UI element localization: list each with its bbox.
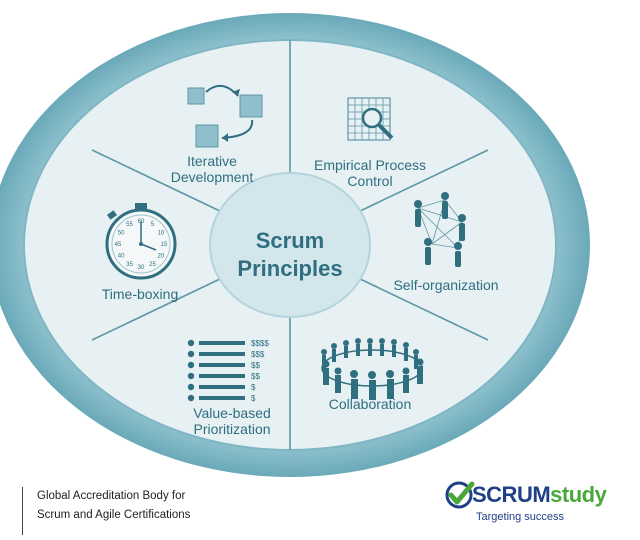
stopwatch-number: 25	[149, 262, 156, 268]
value-label-3: $$	[251, 361, 260, 370]
segment-label-empirical-line1: Empirical Process	[314, 157, 426, 173]
stopwatch-number: 45	[115, 242, 122, 248]
brand-name-part2: study	[550, 482, 607, 507]
magnifier-grid-icon	[347, 97, 394, 141]
iterative-cycle-icon	[187, 85, 263, 148]
stopwatch-number: 20	[158, 254, 165, 260]
scrum-principles-diagram: Scrum Principles Iterative Development E…	[0, 13, 590, 477]
brand-name: SCRUMstudy	[472, 482, 607, 508]
checkmark-icon	[445, 481, 475, 509]
priority-list-icon: $$$$ $$$ $$ $$ $ $	[187, 339, 269, 403]
segment-label-iterative-line1: Iterative	[187, 153, 237, 169]
stopwatch-number: 5	[151, 222, 155, 228]
stopwatch-number: 15	[161, 242, 168, 248]
brand-name-part1: SCRUM	[472, 482, 551, 507]
segment-label-timeboxing: Time-boxing	[102, 286, 179, 302]
center-title-line2: Principles	[237, 256, 342, 281]
stopwatch-number: 35	[126, 262, 133, 268]
footer-line2: Scrum and Agile Certifications	[37, 509, 191, 521]
segment-label-value-line1: Value-based	[193, 405, 271, 421]
network-people-icon	[414, 192, 466, 267]
value-label-4: $$	[251, 372, 260, 381]
stopwatch-number: 10	[158, 231, 165, 237]
segment-label-self-organization: Self-organization	[393, 277, 498, 293]
footer-accreditation: Global Accreditation Body for Scrum and …	[22, 487, 190, 535]
segment-label-collaboration: Collaboration	[329, 396, 412, 412]
value-label-1: $$$$	[251, 339, 269, 348]
brand-tagline: Targeting success	[476, 511, 565, 523]
stopwatch-number: 40	[118, 254, 125, 260]
segment-label-iterative-line2: Development	[171, 169, 254, 185]
footer-line1: Global Accreditation Body for	[37, 490, 186, 502]
segment-dividers	[91, 40, 489, 450]
people-circle-icon	[321, 338, 424, 400]
stopwatch-number: 55	[126, 222, 133, 228]
stopwatch-icon: 60510152025303540455055	[105, 203, 177, 280]
segment-label-empirical-line2: Control	[347, 173, 392, 189]
stopwatch-number: 30	[138, 265, 145, 271]
scrumstudy-logo: SCRUMstudy Targeting success	[444, 478, 624, 530]
segment-label-value-line2: Prioritization	[193, 421, 270, 437]
value-label-5: $	[251, 383, 256, 392]
center-circle	[209, 172, 371, 318]
center-title-line1: Scrum	[256, 228, 324, 253]
value-label-6: $	[251, 394, 256, 403]
stopwatch-number: 50	[118, 231, 125, 237]
value-label-2: $$$	[251, 350, 265, 359]
